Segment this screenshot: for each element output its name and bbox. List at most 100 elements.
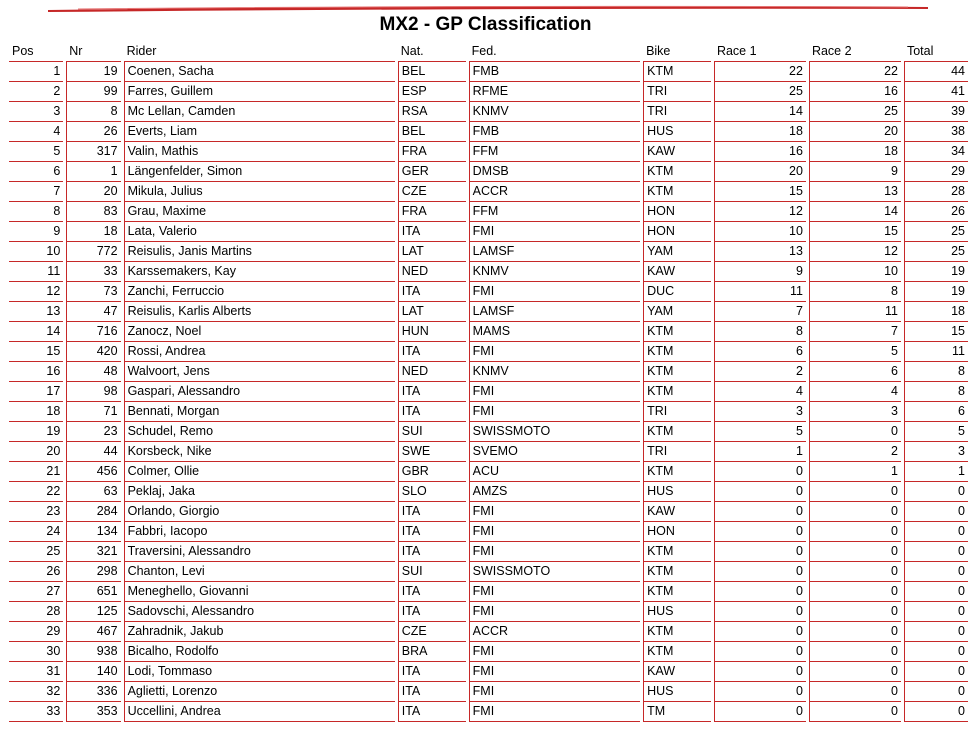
cell-nat: NED: [397, 262, 466, 282]
cell-race1: 12: [713, 202, 806, 222]
table-row: 16 48 Walvoort, Jens NED KNMV KTM 2 6 8: [9, 362, 968, 382]
column-header-nat: Nat.: [397, 41, 466, 62]
cell-fed: SWISSMOTO: [468, 422, 641, 442]
cell-rider: Zanocz, Noel: [123, 322, 395, 342]
cell-bike: YAM: [643, 242, 711, 262]
cell-total: 0: [903, 562, 968, 582]
cell-rider: Korsbeck, Nike: [123, 442, 395, 462]
cell-race2: 0: [808, 482, 901, 502]
cell-nat: SWE: [397, 442, 466, 462]
cell-race1: 25: [713, 82, 806, 102]
cell-race2: 0: [808, 582, 901, 602]
column-header-fed: Fed.: [468, 41, 641, 62]
cell-rider: Zahradnik, Jakub: [123, 622, 395, 642]
cell-nr: 26: [66, 122, 121, 142]
cell-nat: ITA: [397, 282, 466, 302]
cell-total: 29: [903, 162, 968, 182]
cell-rider: Walvoort, Jens: [123, 362, 395, 382]
cell-nr: 938: [66, 642, 121, 662]
cell-bike: KTM: [643, 562, 711, 582]
cell-bike: KTM: [643, 642, 711, 662]
cell-nr: 298: [66, 562, 121, 582]
cell-nat: ITA: [397, 662, 466, 682]
cell-total: 39: [903, 102, 968, 122]
cell-race2: 16: [808, 82, 901, 102]
cell-rider: Reisulis, Janis Martins: [123, 242, 395, 262]
cell-race1: 0: [713, 522, 806, 542]
cell-pos: 32: [9, 682, 64, 702]
cell-race1: 20: [713, 162, 806, 182]
cell-rider: Sadovschi, Alessandro: [123, 602, 395, 622]
cell-nat: ITA: [397, 702, 466, 722]
cell-race1: 22: [713, 62, 806, 82]
table-row: 6 1 Längenfelder, Simon GER DMSB KTM 20 9 29: [9, 162, 968, 182]
cell-bike: HUS: [643, 682, 711, 702]
cell-nr: 98: [66, 382, 121, 402]
cell-nr: 48: [66, 362, 121, 382]
cell-total: 25: [903, 222, 968, 242]
cell-race1: 0: [713, 462, 806, 482]
cell-nr: 23: [66, 422, 121, 442]
cell-nr: 99: [66, 82, 121, 102]
cell-pos: 31: [9, 662, 64, 682]
cell-fed: FMI: [468, 522, 641, 542]
cell-bike: KTM: [643, 342, 711, 362]
cell-pos: 13: [9, 302, 64, 322]
cell-fed: FMI: [468, 542, 641, 562]
cell-bike: TM: [643, 702, 711, 722]
cell-pos: 26: [9, 562, 64, 582]
cell-rider: Aglietti, Lorenzo: [123, 682, 395, 702]
cell-total: 0: [903, 602, 968, 622]
cell-nat: FRA: [397, 142, 466, 162]
cell-nr: 716: [66, 322, 121, 342]
cell-pos: 16: [9, 362, 64, 382]
cell-race2: 0: [808, 522, 901, 542]
cell-total: 41: [903, 82, 968, 102]
cell-pos: 30: [9, 642, 64, 662]
cell-fed: FMI: [468, 222, 641, 242]
cell-bike: HON: [643, 222, 711, 242]
table-row: 10 772 Reisulis, Janis Martins LAT LAMSF YAM 1…: [9, 242, 968, 262]
table-row: 23 284 Orlando, Giorgio ITA FMI KAW 0 0 0: [9, 502, 968, 522]
cell-bike: KTM: [643, 382, 711, 402]
cell-race1: 8: [713, 322, 806, 342]
cell-nr: 83: [66, 202, 121, 222]
cell-fed: RFME: [468, 82, 641, 102]
cell-pos: 23: [9, 502, 64, 522]
table-row: 26 298 Chanton, Levi SUI SWISSMOTO KTM 0 0 0: [9, 562, 968, 582]
table-row: 12 73 Zanchi, Ferruccio ITA FMI DUC 11 8 19: [9, 282, 968, 302]
cell-rider: Reisulis, Karlis Alberts: [123, 302, 395, 322]
column-header-rider: Rider: [123, 41, 395, 62]
table-row: 9 18 Lata, Valerio ITA FMI HON 10 15 25: [9, 222, 968, 242]
cell-bike: KAW: [643, 142, 711, 162]
table-row: 24 134 Fabbri, Iacopo ITA FMI HON 0 0 0: [9, 522, 968, 542]
cell-rider: Bennati, Morgan: [123, 402, 395, 422]
cell-nat: LAT: [397, 302, 466, 322]
column-header-total: Total: [903, 41, 968, 62]
table-row: 8 83 Grau, Maxime FRA FFM HON 12 14 26: [9, 202, 968, 222]
cell-bike: KTM: [643, 362, 711, 382]
cell-race1: 7: [713, 302, 806, 322]
cell-race2: 0: [808, 662, 901, 682]
column-header-race1: Race 1: [713, 41, 806, 62]
cell-race1: 1: [713, 442, 806, 462]
cell-nr: 47: [66, 302, 121, 322]
cell-bike: KAW: [643, 502, 711, 522]
cell-fed: ACCR: [468, 182, 641, 202]
cell-nat: ITA: [397, 382, 466, 402]
cell-pos: 18: [9, 402, 64, 422]
cell-pos: 22: [9, 482, 64, 502]
cell-nr: 467: [66, 622, 121, 642]
cell-nat: SLO: [397, 482, 466, 502]
cell-pos: 5: [9, 142, 64, 162]
cell-rider: Lodi, Tommaso: [123, 662, 395, 682]
cell-pos: 20: [9, 442, 64, 462]
cell-fed: ACCR: [468, 622, 641, 642]
cell-race2: 14: [808, 202, 901, 222]
cell-nat: RSA: [397, 102, 466, 122]
cell-race2: 0: [808, 702, 901, 722]
cell-pos: 11: [9, 262, 64, 282]
cell-nat: SUI: [397, 562, 466, 582]
cell-bike: TRI: [643, 402, 711, 422]
cell-race1: 0: [713, 622, 806, 642]
